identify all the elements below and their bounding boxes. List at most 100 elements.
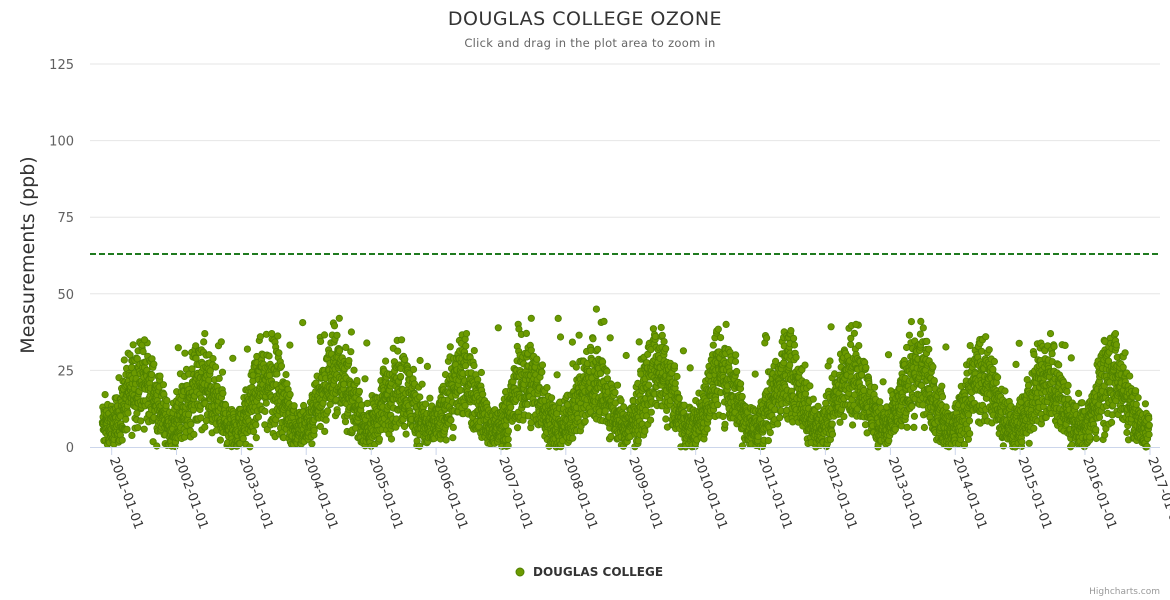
data-point[interactable] xyxy=(322,416,330,424)
data-point[interactable] xyxy=(905,331,914,339)
data-point[interactable] xyxy=(617,397,625,405)
data-point[interactable] xyxy=(286,341,294,349)
data-point[interactable] xyxy=(660,337,668,346)
data-point[interactable] xyxy=(139,347,147,356)
data-point[interactable] xyxy=(400,422,409,431)
data-point[interactable] xyxy=(462,342,470,350)
data-point[interactable] xyxy=(381,357,390,365)
data-point[interactable] xyxy=(277,362,286,370)
data-point[interactable] xyxy=(622,351,630,360)
data-point[interactable] xyxy=(923,337,931,345)
data-point[interactable] xyxy=(324,407,332,415)
data-point[interactable] xyxy=(662,344,670,353)
data-point[interactable] xyxy=(321,427,329,435)
data-point[interactable] xyxy=(533,355,541,363)
data-point[interactable] xyxy=(185,410,193,418)
data-point[interactable] xyxy=(930,376,938,385)
data-point[interactable] xyxy=(340,380,348,388)
data-point[interactable] xyxy=(117,412,125,420)
data-point[interactable] xyxy=(766,428,774,437)
data-point[interactable] xyxy=(190,430,198,438)
data-point[interactable] xyxy=(361,375,369,383)
data-point[interactable] xyxy=(124,409,132,417)
data-point[interactable] xyxy=(776,414,784,422)
data-point[interactable] xyxy=(884,351,893,359)
data-point[interactable] xyxy=(187,420,195,428)
data-point[interactable] xyxy=(192,354,200,362)
data-point[interactable] xyxy=(709,341,717,349)
data-point[interactable] xyxy=(538,368,546,376)
data-point[interactable] xyxy=(714,401,722,409)
data-point[interactable] xyxy=(942,403,950,411)
data-point[interactable] xyxy=(470,361,478,370)
data-point[interactable] xyxy=(733,367,741,376)
data-point[interactable] xyxy=(273,370,281,378)
data-point[interactable] xyxy=(773,420,782,428)
data-point[interactable] xyxy=(156,372,164,380)
data-point[interactable] xyxy=(133,355,141,363)
data-point[interactable] xyxy=(290,402,298,410)
data-point[interactable] xyxy=(828,420,836,428)
data-point[interactable] xyxy=(150,360,158,368)
data-point[interactable] xyxy=(133,409,141,417)
data-point[interactable] xyxy=(129,341,137,349)
data-point[interactable] xyxy=(809,395,817,403)
data-point[interactable] xyxy=(903,423,911,431)
data-point[interactable] xyxy=(670,362,679,370)
data-point[interactable] xyxy=(908,402,916,410)
data-point[interactable] xyxy=(363,339,371,347)
data-point[interactable] xyxy=(101,390,109,399)
data-point[interactable] xyxy=(250,427,258,436)
data-point[interactable] xyxy=(513,424,522,432)
data-point[interactable] xyxy=(375,435,383,443)
data-point[interactable] xyxy=(929,363,937,371)
data-point[interactable] xyxy=(282,370,290,379)
data-point[interactable] xyxy=(910,423,918,431)
series-douglas-college[interactable] xyxy=(98,305,1153,451)
data-point[interactable] xyxy=(446,343,454,351)
data-point[interactable] xyxy=(423,362,431,370)
data-point[interactable] xyxy=(925,345,933,353)
data-point[interactable] xyxy=(243,345,251,353)
data-point[interactable] xyxy=(219,389,227,397)
data-point[interactable] xyxy=(507,403,515,411)
data-point[interactable] xyxy=(275,349,283,357)
data-point[interactable] xyxy=(286,390,294,398)
data-point[interactable] xyxy=(350,366,358,374)
data-point[interactable] xyxy=(153,442,161,450)
data-point[interactable] xyxy=(714,325,722,333)
data-point[interactable] xyxy=(200,338,208,346)
data-point[interactable] xyxy=(589,335,597,343)
data-point[interactable] xyxy=(201,423,209,431)
data-point[interactable] xyxy=(494,324,502,332)
data-point[interactable] xyxy=(703,425,711,433)
data-point[interactable] xyxy=(341,418,350,426)
data-point[interactable] xyxy=(942,343,950,351)
data-point[interactable] xyxy=(848,421,857,429)
data-point[interactable] xyxy=(353,376,361,385)
data-point[interactable] xyxy=(202,417,210,425)
data-point[interactable] xyxy=(635,338,643,346)
data-point[interactable] xyxy=(879,378,887,386)
data-point[interactable] xyxy=(261,407,269,415)
data-point[interactable] xyxy=(910,412,919,420)
data-point[interactable] xyxy=(603,367,611,375)
data-point[interactable] xyxy=(137,417,145,425)
data-point[interactable] xyxy=(836,418,844,426)
data-point[interactable] xyxy=(806,382,814,390)
data-point[interactable] xyxy=(801,361,809,369)
data-point[interactable] xyxy=(828,430,837,438)
data-point[interactable] xyxy=(333,408,341,417)
data-point[interactable] xyxy=(870,383,879,391)
data-point[interactable] xyxy=(262,399,270,407)
data-point[interactable] xyxy=(299,401,308,410)
data-point[interactable] xyxy=(118,436,126,444)
data-point[interactable] xyxy=(274,332,282,340)
data-point[interactable] xyxy=(209,354,217,363)
data-point[interactable] xyxy=(217,338,225,346)
data-point[interactable] xyxy=(421,400,430,408)
data-point[interactable] xyxy=(554,314,562,322)
data-point[interactable] xyxy=(355,387,363,395)
data-point[interactable] xyxy=(938,393,947,401)
